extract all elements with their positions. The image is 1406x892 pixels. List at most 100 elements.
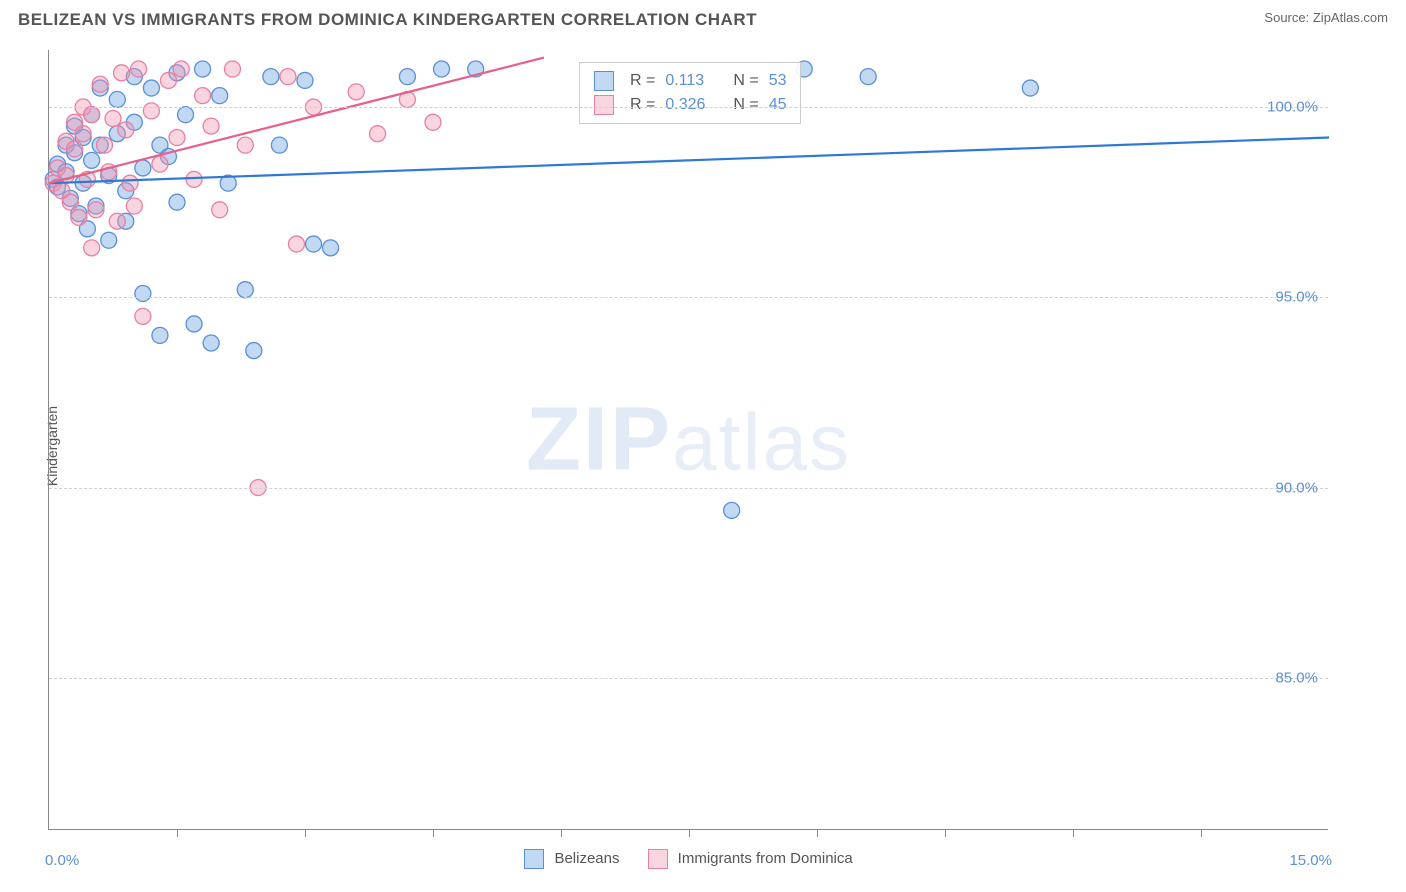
scatter-plot: ZIPatlas R = 0.113 N = 53 R = 0.326 N = … (48, 50, 1328, 830)
n-value-dominica: 45 (769, 96, 787, 114)
data-point (212, 88, 228, 104)
data-point (152, 327, 168, 343)
data-point (724, 502, 740, 518)
data-point (131, 61, 147, 77)
xtick-mark (689, 829, 690, 837)
xtick-mark (561, 829, 562, 837)
xtick-mark (177, 829, 178, 837)
r-value-dominica: 0.326 (665, 96, 715, 114)
data-point (143, 80, 159, 96)
x-bound-right: 15.0% (1289, 852, 1332, 869)
xtick-mark (1201, 829, 1202, 837)
legend-label-belizeans: Belizeans (554, 850, 619, 867)
n-label: N = (733, 96, 758, 114)
r-label: R = (630, 96, 655, 114)
data-point (173, 61, 189, 77)
r-label: R = (630, 72, 655, 90)
ytick-label: 100.0% (1267, 99, 1318, 116)
n-label: N = (733, 72, 758, 90)
n-value-belizeans: 53 (769, 72, 787, 90)
data-point (425, 114, 441, 130)
data-point (169, 194, 185, 210)
legend-bottom: Belizeans Immigrants from Dominica (49, 849, 1328, 869)
stats-row-dominica: R = 0.326 N = 45 (594, 93, 786, 117)
data-point (178, 107, 194, 123)
legend-item-belizeans: Belizeans (524, 849, 619, 869)
data-point (84, 107, 100, 123)
data-point (297, 72, 313, 88)
data-point (84, 240, 100, 256)
data-point (203, 118, 219, 134)
data-point (96, 137, 112, 153)
data-point (348, 84, 364, 100)
data-point (246, 343, 262, 359)
data-point (101, 232, 117, 248)
legend-item-dominica: Immigrants from Dominica (648, 849, 853, 869)
data-point (195, 61, 211, 77)
data-point (143, 103, 159, 119)
swatch-dominica-bottom (648, 849, 668, 869)
data-point (92, 76, 108, 92)
source-label: Source: ZipAtlas.com (1264, 10, 1388, 25)
data-point (1022, 80, 1038, 96)
data-point (370, 126, 386, 142)
data-point (62, 194, 78, 210)
data-point (109, 91, 125, 107)
x-bound-left: 0.0% (45, 852, 79, 869)
data-point (71, 209, 87, 225)
legend-label-dominica: Immigrants from Dominica (678, 850, 853, 867)
source-value: ZipAtlas.com (1313, 10, 1388, 25)
data-point (135, 160, 151, 176)
data-point (399, 69, 415, 85)
ytick-label: 85.0% (1275, 669, 1318, 686)
data-point (135, 308, 151, 324)
swatch-belizeans (594, 71, 614, 91)
xtick-mark (1073, 829, 1074, 837)
xtick-mark (945, 829, 946, 837)
data-point (212, 202, 228, 218)
data-point (75, 126, 91, 142)
data-point (118, 122, 134, 138)
plot-svg (49, 50, 1328, 829)
stats-legend-box: R = 0.113 N = 53 R = 0.326 N = 45 (579, 62, 801, 124)
stats-row-belizeans: R = 0.113 N = 53 (594, 69, 786, 93)
xtick-mark (817, 829, 818, 837)
data-point (434, 61, 450, 77)
swatch-belizeans-bottom (524, 849, 544, 869)
xtick-mark (305, 829, 306, 837)
data-point (152, 156, 168, 172)
data-point (114, 65, 130, 81)
grid-line (49, 297, 1328, 298)
data-point (306, 236, 322, 252)
source-prefix: Source: (1264, 10, 1309, 25)
data-point (271, 137, 287, 153)
data-point (280, 69, 296, 85)
data-point (84, 152, 100, 168)
data-point (237, 137, 253, 153)
data-point (135, 286, 151, 302)
data-point (224, 61, 240, 77)
data-point (860, 69, 876, 85)
data-point (203, 335, 219, 351)
data-point (323, 240, 339, 256)
data-point (126, 198, 142, 214)
data-point (122, 175, 138, 191)
ytick-label: 95.0% (1275, 289, 1318, 306)
data-point (186, 316, 202, 332)
data-point (169, 130, 185, 146)
data-point (195, 88, 211, 104)
grid-line (49, 107, 1328, 108)
data-point (237, 282, 253, 298)
data-point (263, 69, 279, 85)
swatch-dominica (594, 95, 614, 115)
r-value-belizeans: 0.113 (665, 72, 715, 90)
data-point (105, 110, 121, 126)
xtick-mark (433, 829, 434, 837)
data-point (88, 202, 104, 218)
grid-line (49, 678, 1328, 679)
grid-line (49, 488, 1328, 489)
data-point (186, 171, 202, 187)
data-point (67, 141, 83, 157)
data-point (109, 213, 125, 229)
data-point (288, 236, 304, 252)
